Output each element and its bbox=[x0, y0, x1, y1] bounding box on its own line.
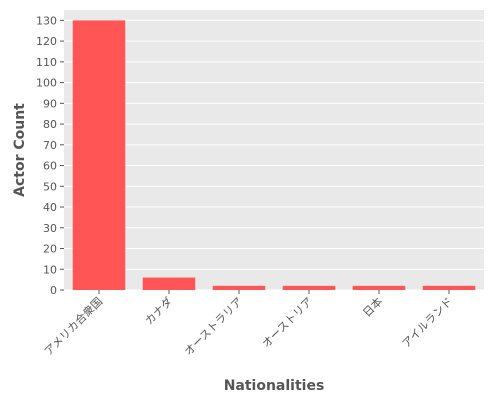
y-tick-label: 0 bbox=[50, 284, 57, 297]
y-tick-label: 30 bbox=[43, 222, 57, 235]
bar bbox=[422, 285, 476, 290]
y-tick-label: 20 bbox=[43, 243, 57, 256]
bars bbox=[72, 20, 476, 291]
x-tick-label: オーストラリア bbox=[182, 295, 245, 358]
x-tick-label: アメリカ合衆国 bbox=[41, 294, 105, 358]
x-axis-ticks: アメリカ合衆国 カナダ オーストラリア オーストリア 日本 アイルランド bbox=[41, 290, 455, 358]
x-tick-label: カナダ bbox=[142, 294, 175, 327]
y-tick-label: 50 bbox=[43, 180, 57, 193]
bar bbox=[282, 285, 336, 290]
bar bbox=[352, 285, 406, 290]
plot-background bbox=[64, 10, 484, 290]
x-axis-title: Nationalities bbox=[224, 378, 325, 394]
y-axis-ticks: 0 10 20 30 40 50 60 70 80 90 100 110 120 130 bbox=[36, 14, 64, 297]
bar bbox=[142, 277, 196, 290]
y-tick-label: 40 bbox=[43, 201, 57, 214]
y-tick-label: 10 bbox=[43, 263, 57, 276]
y-tick-label: 110 bbox=[36, 56, 57, 69]
y-tick-label: 70 bbox=[43, 139, 57, 152]
x-tick-label: アイルランド bbox=[400, 295, 455, 350]
x-tick-label: 日本 bbox=[360, 294, 385, 319]
y-tick-label: 90 bbox=[43, 97, 57, 110]
bar bbox=[212, 285, 266, 290]
y-tick-label: 130 bbox=[36, 14, 57, 27]
y-tick-label: 120 bbox=[36, 35, 57, 48]
y-tick-label: 60 bbox=[43, 160, 57, 173]
bar bbox=[72, 20, 126, 291]
y-axis-title: Actor Count bbox=[12, 103, 28, 197]
y-tick-label: 100 bbox=[36, 77, 57, 90]
y-tick-label: 80 bbox=[43, 118, 57, 131]
gridlines bbox=[64, 19, 484, 291]
x-tick-label: オーストリア bbox=[260, 295, 315, 350]
